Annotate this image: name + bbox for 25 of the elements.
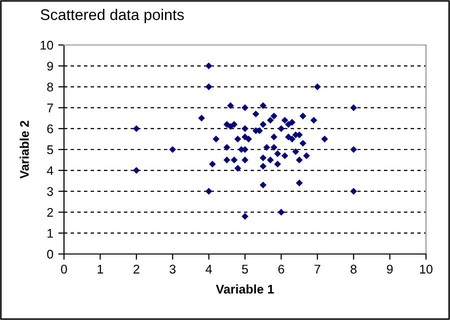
x-tick-label: 3 [170,264,176,274]
x-tick-label: 4 [206,264,212,274]
y-tick-label: 10 [40,40,54,50]
x-tick-label: 0 [61,264,67,274]
x-tick-label: 6 [278,264,284,274]
chart-title: Scattered data points [40,8,184,24]
y-axis-title: Variable 2 [20,120,29,179]
y-tick-label: 0 [47,250,54,259]
y-tick-label: 3 [47,187,54,196]
x-tick-label: 8 [350,264,357,274]
y-tick-label: 8 [47,82,54,92]
y-tick-label: 4 [46,166,54,175]
y-tick-label: 1 [48,229,53,238]
x-tick-label: 1 [98,264,104,274]
x-tick-label: 9 [386,264,393,274]
y-tick-label: 7 [47,104,53,112]
y-tick-label: 5 [47,145,54,154]
y-tick-label: 2 [47,208,53,217]
y-tick-label: 6 [47,124,54,134]
y-tick-label: 9 [47,62,53,71]
x-tick-label: 7 [314,264,320,274]
x-tick-label: 10 [420,264,432,274]
x-tick-label: 2 [134,264,140,274]
x-axis-title: Variable 1 [216,284,274,294]
x-tick-label: 5 [242,264,248,274]
